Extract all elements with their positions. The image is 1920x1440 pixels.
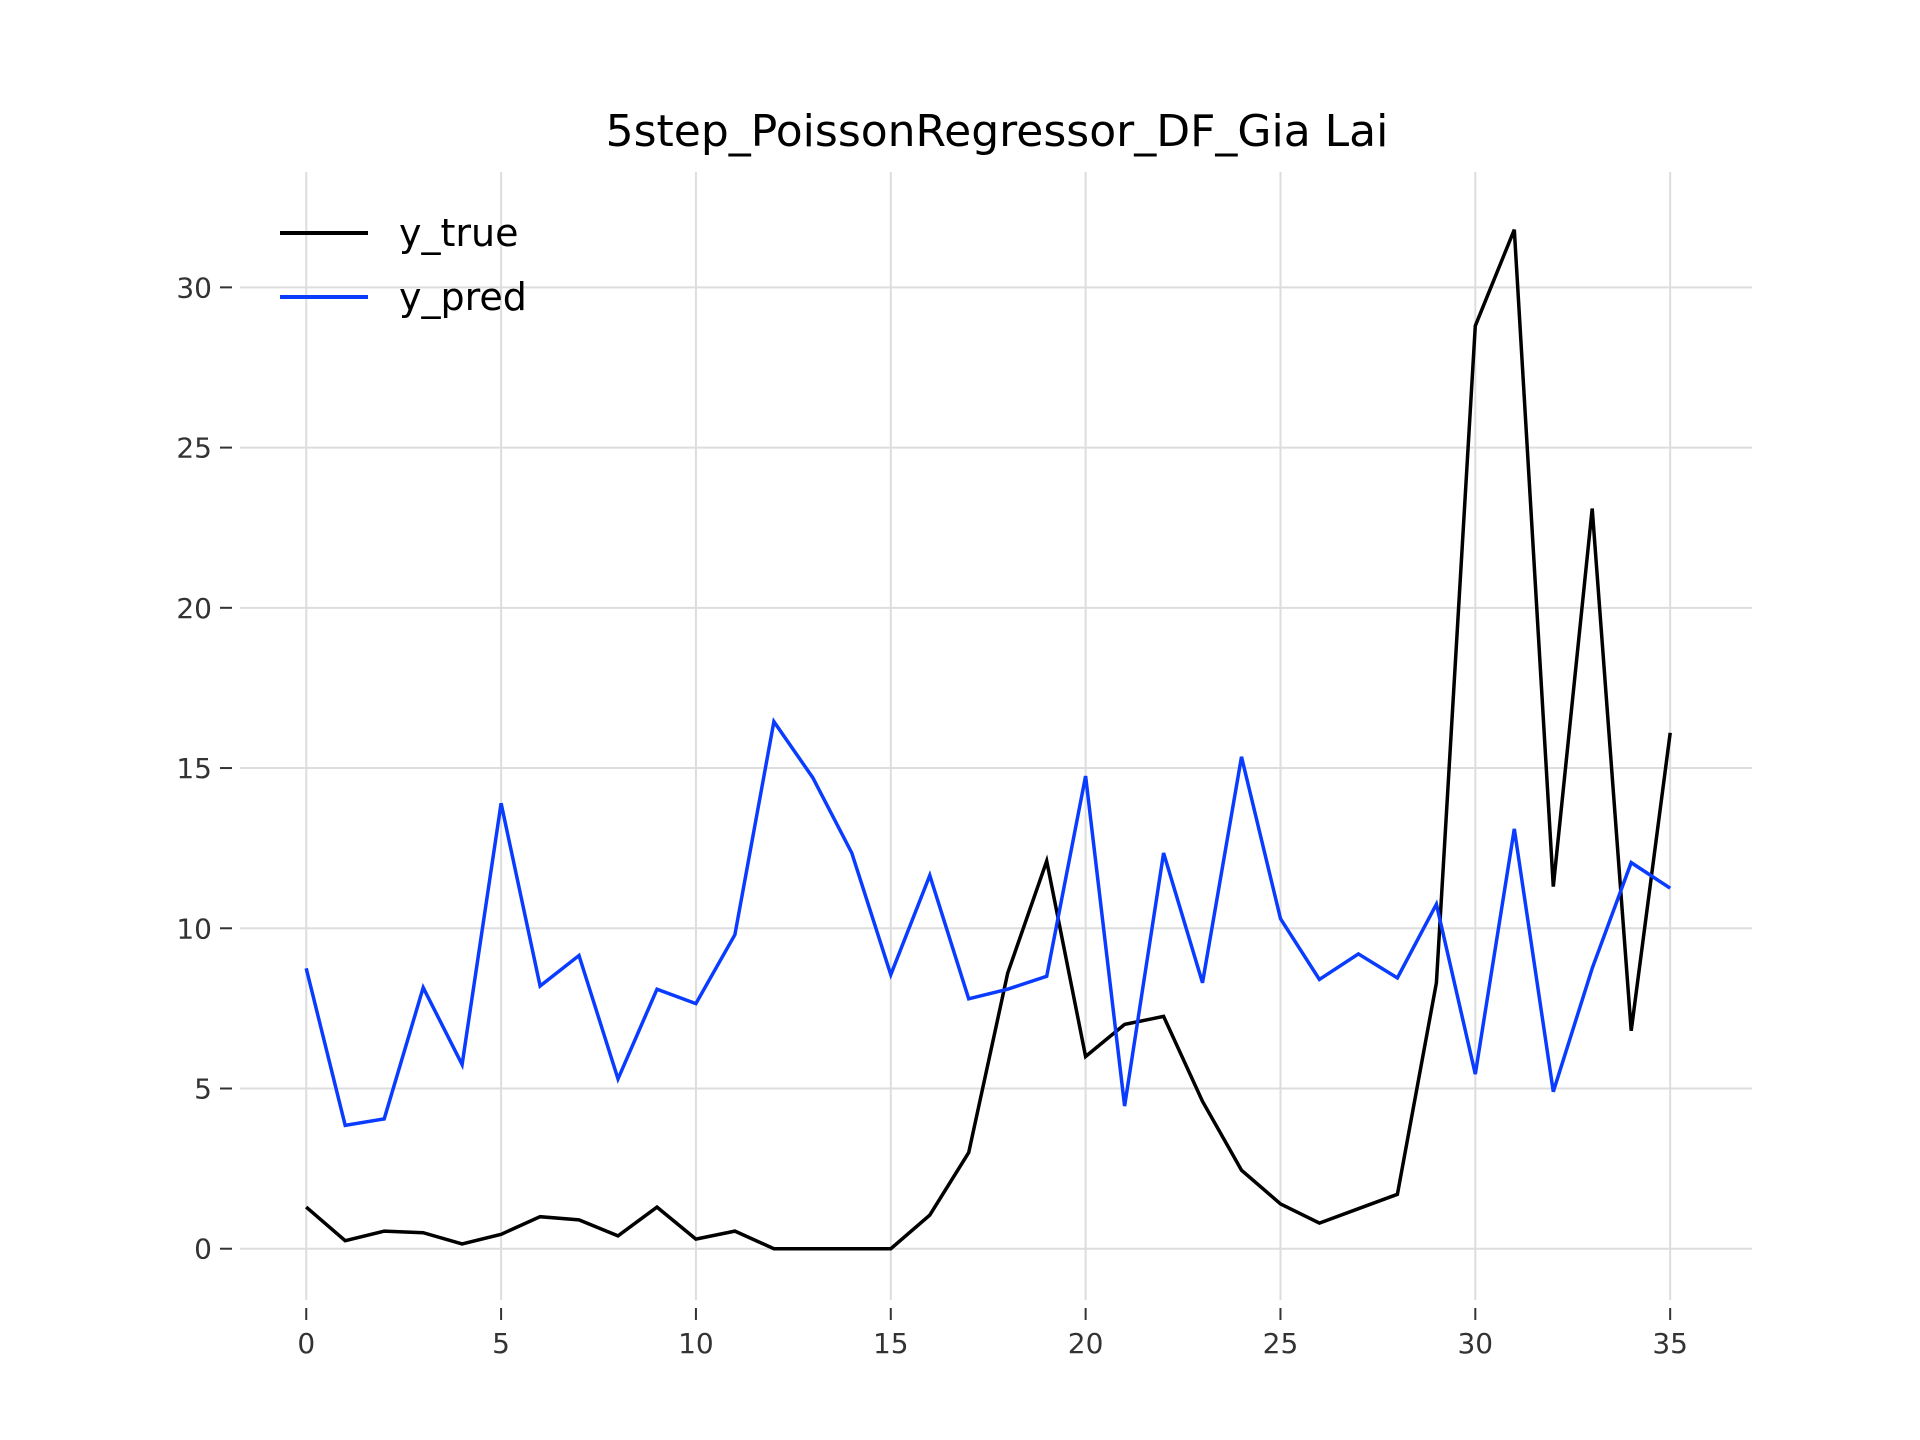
y-tick-label: 10 xyxy=(176,912,212,945)
x-tick-label: 10 xyxy=(678,1327,714,1360)
legend: y_true y_pred xyxy=(280,211,527,319)
series-line-y_true xyxy=(305,229,1672,1251)
x-tick-label: 5 xyxy=(492,1327,510,1360)
x-tick-label: 25 xyxy=(1263,1327,1299,1360)
y-tick-label: 0 xyxy=(194,1233,212,1266)
axis-ticks: 0 5 10 15 20 25 30 35 0 5 10 15 20 25 30 xyxy=(176,271,1688,1360)
x-tick-label: 20 xyxy=(1068,1327,1104,1360)
x-tick-label: 15 xyxy=(873,1327,909,1360)
grid xyxy=(240,172,1752,1300)
legend-label-y_pred: y_pred xyxy=(399,275,527,319)
y-tick-label: 15 xyxy=(176,752,212,785)
y-tick-label: 5 xyxy=(194,1073,212,1106)
legend-label-y_true: y_true xyxy=(399,211,518,255)
y-tick-label: 25 xyxy=(176,432,212,465)
series-line-y_pred xyxy=(304,717,1672,1128)
x-tick-label: 30 xyxy=(1457,1327,1493,1360)
x-tick-label: 35 xyxy=(1652,1327,1688,1360)
series-lines xyxy=(304,229,1672,1251)
x-tick-label: 0 xyxy=(297,1327,315,1360)
y-tick-label: 30 xyxy=(176,271,212,304)
y-tick-label: 20 xyxy=(176,592,212,625)
chart-title: 5step_PoissonRegressor_DF_Gia Lai xyxy=(606,106,1389,157)
